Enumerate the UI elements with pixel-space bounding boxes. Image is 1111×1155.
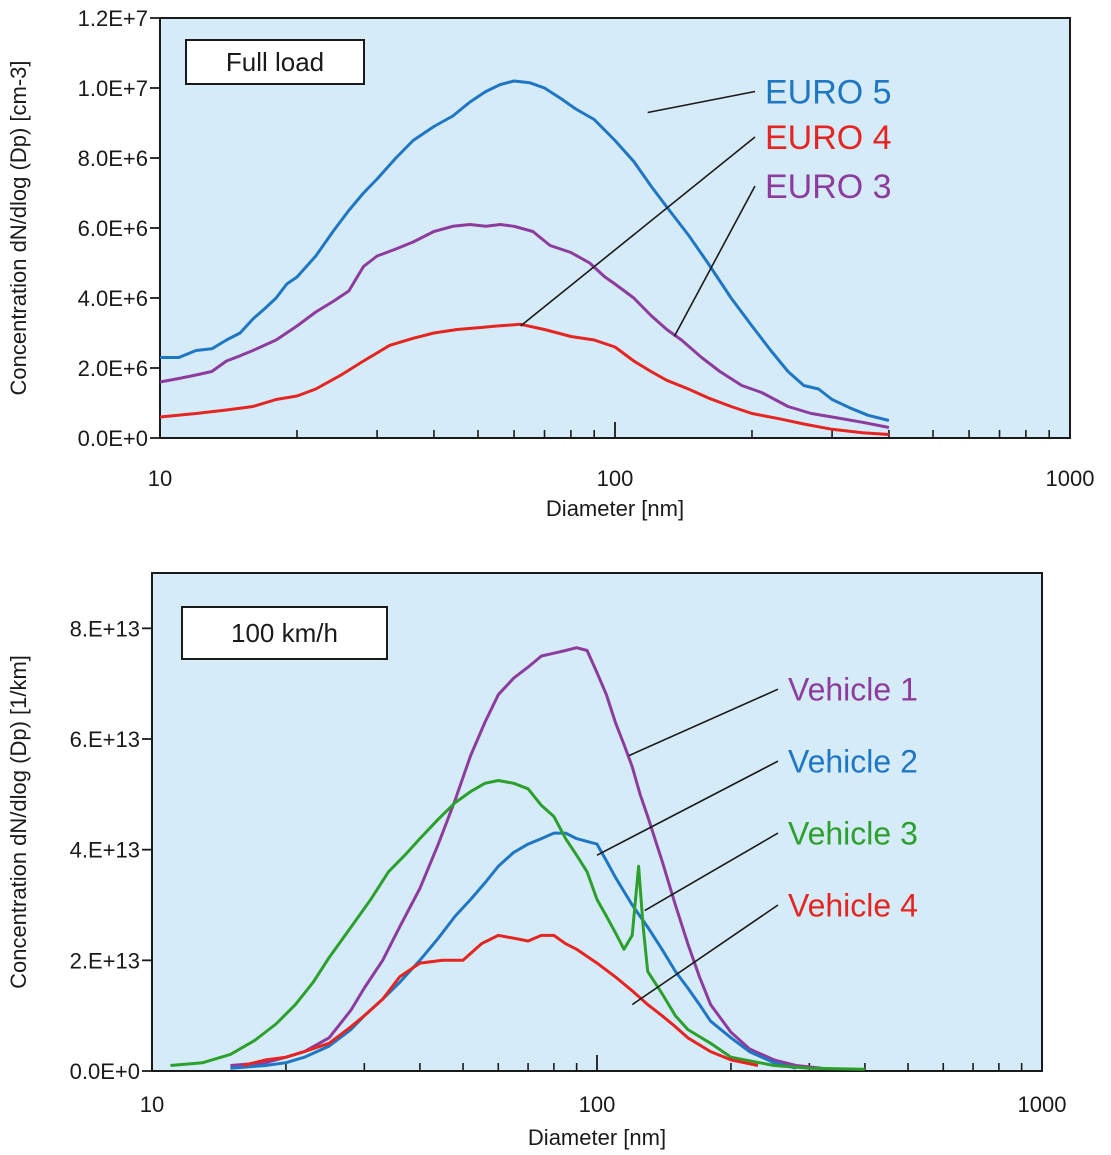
legend-leader-line xyxy=(673,185,756,337)
x-tick-label: 1000 xyxy=(1018,1092,1067,1117)
series-line-2 xyxy=(159,322,889,436)
x-minor-ticks xyxy=(285,1063,1023,1071)
series-line-4 xyxy=(242,933,759,1067)
y-tick-label: 2.E+13 xyxy=(70,948,140,973)
condition-box xyxy=(181,606,388,660)
condition-box xyxy=(185,39,365,85)
y-tick-label: 6.E+13 xyxy=(70,727,140,752)
plot-area xyxy=(159,17,1071,439)
legend-label-3: Vehicle 3 xyxy=(788,816,918,852)
y-tick-label: 8.0E+6 xyxy=(78,146,148,171)
y-tick-label: 4.0E+6 xyxy=(78,286,148,311)
legend-label-1: EURO 5 xyxy=(765,74,892,112)
y-tick-label: 6.0E+6 xyxy=(78,216,148,241)
y-axis-label: Concentration dN/dlog (Dp) [1/km] xyxy=(6,655,31,989)
x-minor-ticks xyxy=(296,430,1050,438)
y-tick-label: 0.0E+0 xyxy=(70,1059,140,1084)
legend-label-3: EURO 3 xyxy=(765,168,892,206)
y-tick-label: 0.0E+0 xyxy=(78,426,148,451)
chart-2: 10 100 1000 0.0E+0 2.E+13 4.E+13 6.E+13 8.E+13 D… xyxy=(6,572,1067,1150)
legend-leader-line xyxy=(596,760,779,856)
series-line-3 xyxy=(170,779,865,1071)
x-tick-label: 100 xyxy=(579,1092,616,1117)
y-tick-label: 2.0E+6 xyxy=(78,356,148,381)
legend-label-1: Vehicle 1 xyxy=(788,672,918,708)
legend-leader-line xyxy=(647,90,756,114)
legend-label-4: Vehicle 4 xyxy=(788,888,918,924)
legend-leader-line xyxy=(644,832,779,912)
x-tick-label: 1000 xyxy=(1046,466,1095,491)
chart-1: 10 100 1000 0.0E+0 2.0E+6 4.0E+6 6.0E+6 8.0E+6 1… xyxy=(6,6,1094,521)
x-axis-label: Diameter [nm] xyxy=(546,496,684,521)
x-tick-label: 10 xyxy=(148,466,172,491)
x-tick-label: 100 xyxy=(597,466,634,491)
series-line-1 xyxy=(230,646,822,1070)
condition-label: Full load xyxy=(226,47,324,77)
y-tick-label: 1.2E+7 xyxy=(78,6,148,31)
y-tick-label: 8.E+13 xyxy=(70,616,140,641)
y-tick-label: 4.E+13 xyxy=(70,838,140,863)
legend-leader-line xyxy=(631,904,779,1006)
condition-label: 100 km/h xyxy=(231,618,338,648)
series-line-1 xyxy=(160,79,890,422)
legend-leader-line xyxy=(628,688,779,757)
legend-label-2: Vehicle 2 xyxy=(788,744,918,780)
series-line-3 xyxy=(159,223,890,429)
legend-leader-line xyxy=(520,136,756,327)
legend-label-2: EURO 4 xyxy=(765,119,892,157)
x-tick-label: 10 xyxy=(140,1092,164,1117)
y-tick-label: 1.0E+7 xyxy=(78,76,148,101)
x-axis-label: Diameter [nm] xyxy=(528,1125,666,1150)
y-axis-label: Concentration dN/dlog (Dp) [cm-3] xyxy=(6,60,31,395)
